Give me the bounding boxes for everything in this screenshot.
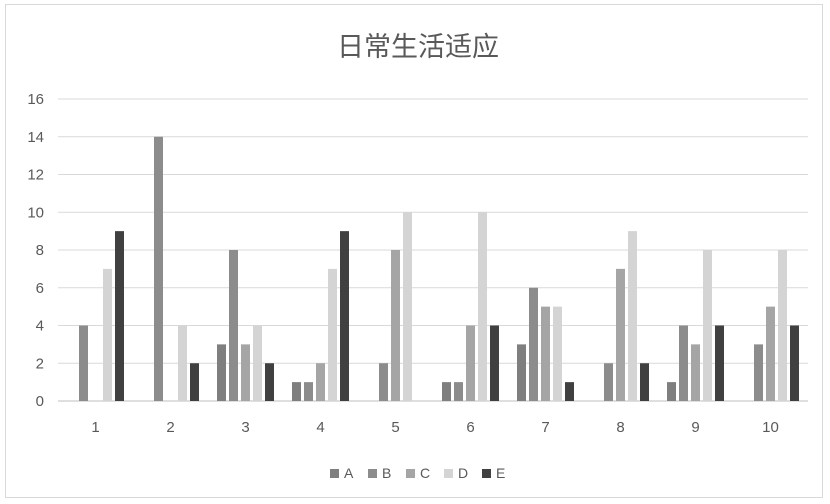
x-tick-label: 1 (91, 419, 99, 436)
bar-B-3 (229, 250, 238, 401)
legend-swatch-C (406, 469, 415, 478)
legend-label-C: C (420, 465, 430, 481)
y-tick-label: 2 (36, 355, 44, 372)
bar-A-6 (442, 382, 451, 401)
x-axis: 1 2 3 4 5 6 7 8 9 10 (91, 419, 779, 436)
chart-frame (5, 4, 823, 498)
y-tick-label: 0 (36, 393, 44, 410)
bar-B-9 (679, 325, 688, 401)
bar-B-2 (154, 136, 163, 401)
bar-B-6 (454, 382, 463, 401)
bar-D-9 (703, 250, 712, 401)
y-axis-ticks: 0 2 4 6 8 10 12 14 16 (27, 91, 44, 410)
legend-swatch-E (482, 469, 491, 478)
bar-C-10 (766, 306, 775, 401)
x-tick-label: 10 (762, 419, 779, 436)
y-tick-label: 12 (27, 167, 44, 184)
bar-D-6 (478, 212, 487, 401)
bar-D-2 (178, 325, 187, 401)
bar-C-3 (241, 344, 250, 401)
bar-D-8 (628, 231, 637, 401)
x-tick-label: 6 (466, 419, 474, 436)
bar-D-10 (778, 250, 787, 401)
bar-E-1 (115, 231, 124, 401)
bar-B-5 (379, 363, 388, 401)
bar-B-4 (304, 382, 313, 401)
legend-label-D: D (458, 465, 468, 481)
bar-A-9 (667, 382, 676, 401)
bar-E-7 (565, 382, 574, 401)
y-tick-label: 16 (27, 91, 44, 108)
bar-B-10 (754, 344, 763, 401)
bar-B-8 (604, 363, 613, 401)
bar-E-4 (340, 231, 349, 401)
legend-swatch-B (368, 469, 377, 478)
bars (79, 136, 799, 401)
x-tick-label: 4 (316, 419, 324, 436)
x-tick-label: 2 (166, 419, 174, 436)
bar-C-6 (466, 325, 475, 401)
bar-E-9 (715, 325, 724, 401)
bar-D-4 (328, 268, 337, 401)
bar-C-7 (541, 306, 550, 401)
x-tick-label: 9 (691, 419, 699, 436)
bar-B-1 (79, 325, 88, 401)
x-tick-label: 5 (391, 419, 399, 436)
bar-C-9 (691, 344, 700, 401)
legend-swatch-A (330, 469, 339, 478)
bar-A-3 (217, 344, 226, 401)
bar-C-5 (391, 250, 400, 401)
y-tick-label: 4 (36, 318, 44, 335)
x-tick-label: 8 (616, 419, 624, 436)
legend-swatch-D (444, 469, 453, 478)
bar-B-7 (529, 287, 538, 401)
x-tick-label: 3 (241, 419, 249, 436)
bar-A-4 (292, 382, 301, 401)
bar-E-2 (190, 363, 199, 401)
legend-label-B: B (382, 465, 391, 481)
legend-label-E: E (496, 465, 505, 481)
y-tick-label: 6 (36, 280, 44, 297)
bar-D-7 (553, 306, 562, 401)
bar-E-10 (790, 325, 799, 401)
bar-E-3 (265, 363, 274, 401)
bar-E-8 (640, 363, 649, 401)
bar-A-7 (517, 344, 526, 401)
y-tick-label: 14 (27, 129, 44, 146)
bar-D-3 (253, 325, 262, 401)
bar-D-5 (403, 212, 412, 401)
bar-C-8 (616, 268, 625, 401)
bar-E-6 (490, 325, 499, 401)
chart-title: 日常生活适应 (337, 32, 499, 63)
bar-D-1 (103, 268, 112, 401)
legend-label-A: A (344, 465, 354, 481)
bar-C-4 (316, 363, 325, 401)
legend: A B C D E (330, 465, 505, 481)
y-tick-label: 8 (36, 242, 44, 259)
y-tick-label: 10 (27, 204, 44, 221)
x-tick-label: 7 (541, 419, 549, 436)
